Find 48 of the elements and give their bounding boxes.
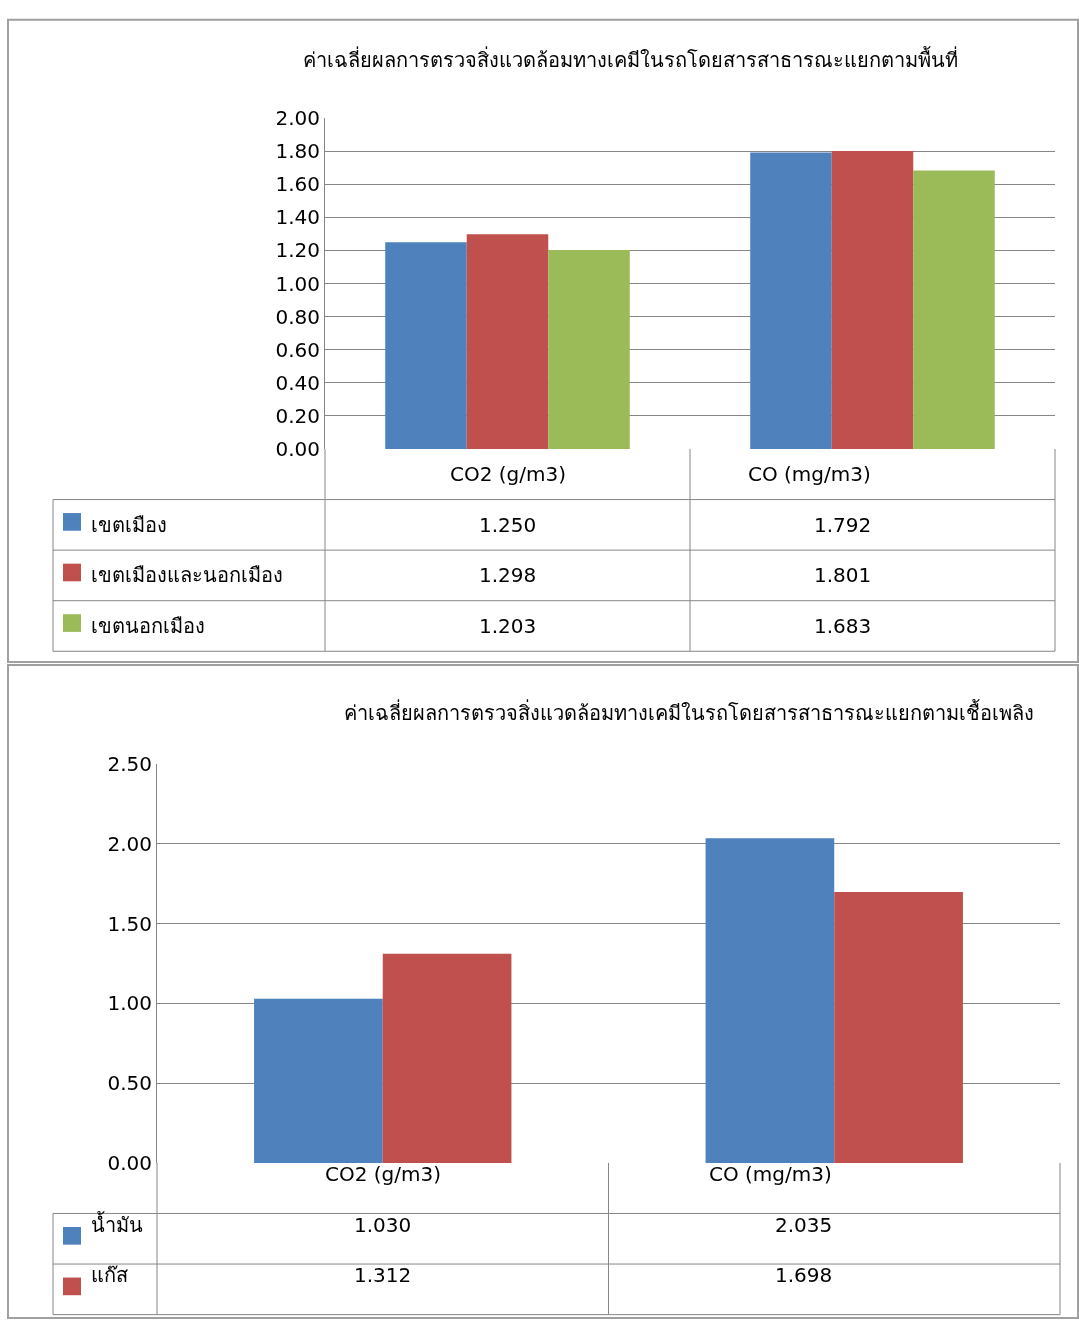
data-label: 1.203 xyxy=(479,614,537,638)
data-label: 1.312 xyxy=(354,1263,412,1287)
legend-label: เขตเมือง xyxy=(91,513,167,537)
text: 1.00 xyxy=(107,991,152,1016)
chart-title: ค่าเฉลี่ยผลการตรวจสิ่งแวดล้อมทางเคมีในรถโดยสารสาธารณะแยกตามเชื้อเพลิง xyxy=(344,699,1034,725)
text: 1.80 xyxy=(275,139,320,164)
bar xyxy=(750,152,832,449)
data-label: 1.298 xyxy=(479,563,537,587)
text: 1.00 xyxy=(275,271,320,296)
text: 1.50 xyxy=(107,911,152,936)
text: 2.50 xyxy=(107,752,152,777)
data-label: 1.030 xyxy=(354,1213,412,1237)
text: 1.20 xyxy=(275,238,320,263)
bar xyxy=(831,150,914,449)
text: 2.00 xyxy=(107,831,152,856)
text: 0.60 xyxy=(275,337,320,362)
text: 2.00 xyxy=(275,106,320,131)
bar xyxy=(382,953,512,1163)
x-tick-label: CO (mg/m3) xyxy=(748,462,871,486)
legend-label: เขตนอกเมือง xyxy=(91,614,205,638)
bar xyxy=(466,234,549,449)
legend-label: น้ำมัน xyxy=(91,1211,143,1237)
data-label: 1.250 xyxy=(479,513,537,537)
text: 1.40 xyxy=(275,205,320,230)
data-label: 1.801 xyxy=(814,563,872,587)
legend-label: เขตเมืองและนอกเมือง xyxy=(91,563,283,587)
x-tick-label: CO (mg/m3) xyxy=(709,1162,832,1186)
text: 1.60 xyxy=(275,172,320,197)
data-label: 1.698 xyxy=(775,1263,833,1287)
bar xyxy=(913,170,995,449)
bar xyxy=(548,249,630,449)
text: 0.80 xyxy=(275,304,320,329)
text: 0.00 xyxy=(275,436,320,461)
bar xyxy=(385,242,467,449)
x-tick-label: CO2 (g/m3) xyxy=(450,462,567,486)
data-label: 1.683 xyxy=(814,614,872,638)
bar xyxy=(705,838,835,1163)
text: 0.40 xyxy=(275,370,320,395)
bar xyxy=(254,998,383,1163)
data-label: 1.792 xyxy=(814,513,872,537)
bar xyxy=(834,892,963,1163)
text: 0.20 xyxy=(275,403,320,428)
x-tick-label: CO2 (g/m3) xyxy=(325,1162,442,1186)
text: 0.00 xyxy=(107,1150,152,1175)
data-label: 2.035 xyxy=(775,1213,833,1237)
chart-title: ค่าเฉลี่ยผลการตรวจสิ่งแวดล้อมทางเคมีในรถโดยสารสาธารณะแยกตามพื้นที่ xyxy=(303,46,958,72)
text: 0.50 xyxy=(107,1071,152,1096)
legend-label: แก๊ส xyxy=(91,1263,128,1287)
